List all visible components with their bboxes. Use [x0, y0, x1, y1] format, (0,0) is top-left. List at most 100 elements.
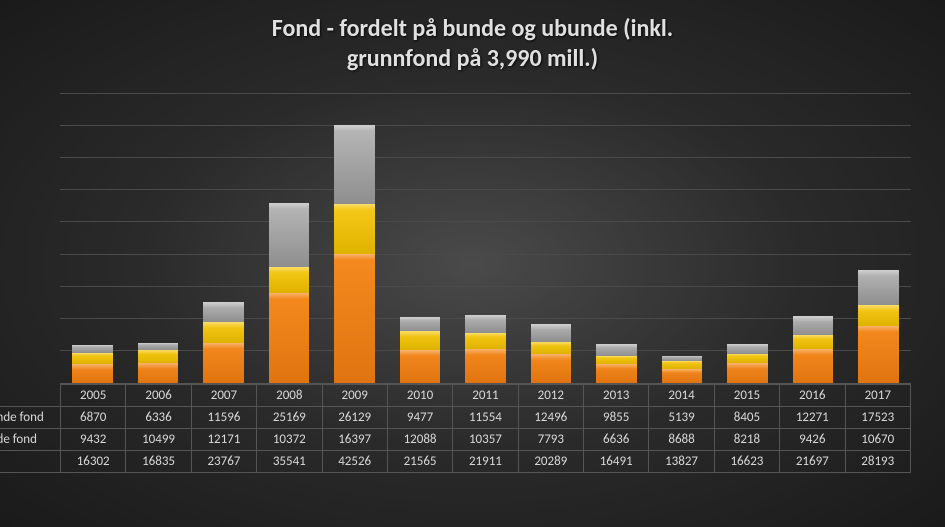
bar-slot: [780, 94, 845, 383]
segment-bunde: [72, 353, 113, 364]
data-cell: 26129: [322, 407, 387, 429]
segment-sum: [334, 254, 375, 383]
segment-ubunde: [72, 345, 113, 353]
data-table: 2005200620072008200920102011201220132014…: [0, 384, 911, 473]
bar-2014: [662, 294, 703, 383]
row-label: bunde fond: [0, 432, 37, 447]
table-header-row: 2005200620072008200920102011201220132014…: [0, 385, 911, 407]
segment-bunde: [662, 361, 703, 370]
table-corner-cell: [0, 385, 61, 407]
bar-slot: [715, 94, 780, 383]
bar-2008: [269, 155, 310, 383]
data-cell: 35541: [257, 451, 322, 473]
data-cell: 9432: [61, 429, 126, 451]
bar-slot: [191, 94, 256, 383]
data-cell: 12496: [518, 407, 583, 429]
segment-sum: [138, 363, 179, 383]
row-header-sum: sum: [0, 451, 61, 473]
segment-bunde: [203, 322, 244, 343]
segment-bunde: [727, 354, 768, 364]
row-header-ubunde: ubunde fond: [0, 407, 61, 429]
segment-bunde: [334, 204, 375, 254]
data-cell: 25169: [257, 407, 322, 429]
segment-ubunde: [400, 317, 441, 332]
segment-ubunde: [465, 315, 506, 333]
segment-ubunde: [531, 324, 572, 342]
chart-plot-area: [60, 94, 911, 384]
bar-2012: [531, 253, 572, 383]
segment-bunde: [269, 267, 310, 293]
bar-2006: [138, 275, 179, 383]
title-line-1: Fond - fordelt på bunde og ubunde (inkl.: [272, 14, 673, 43]
bar-2011: [465, 242, 506, 383]
segment-ubunde: [793, 316, 834, 335]
data-cell: 8218: [714, 429, 779, 451]
bar-2013: [596, 277, 637, 383]
year-header: 2016: [780, 385, 845, 407]
bar-slot: [125, 94, 190, 383]
year-header: 2007: [191, 385, 256, 407]
segment-ubunde: [858, 270, 899, 305]
segment-ubunde: [662, 356, 703, 361]
data-cell: 28193: [845, 451, 911, 473]
data-cell: 17523: [845, 407, 911, 429]
segment-sum: [727, 363, 768, 383]
year-header: 2013: [584, 385, 649, 407]
bar-2009: [334, 110, 375, 383]
data-cell: 21911: [453, 451, 518, 473]
segment-ubunde: [727, 344, 768, 354]
bar-slot: [60, 94, 125, 383]
data-cell: 6336: [126, 407, 191, 429]
segment-sum: [793, 349, 834, 383]
segment-sum: [858, 326, 899, 383]
data-cell: 16491: [584, 451, 649, 473]
year-header: 2014: [649, 385, 714, 407]
data-cell: 16397: [322, 429, 387, 451]
data-cell: 11554: [453, 407, 518, 429]
row-header-bunde: bunde fond: [0, 429, 61, 451]
year-header: 2011: [453, 385, 518, 407]
segment-sum: [269, 293, 310, 383]
segment-bunde: [858, 305, 899, 326]
table-row: bunde fond943210499121711037216397120881…: [0, 429, 911, 451]
bar-2015: [727, 276, 768, 383]
bar-2005: [72, 278, 113, 383]
year-header: 2008: [257, 385, 322, 407]
segment-sum: [400, 350, 441, 383]
year-header: 2006: [126, 385, 191, 407]
data-cell: 6870: [61, 407, 126, 429]
year-header: 2009: [322, 385, 387, 407]
segment-ubunde: [203, 302, 244, 322]
data-cell: 9426: [780, 429, 845, 451]
bar-2007: [203, 230, 244, 383]
segment-bunde: [138, 350, 179, 363]
data-cell: 8405: [714, 407, 779, 429]
row-label: ubunde fond: [0, 410, 44, 425]
data-cell: 42526: [322, 451, 387, 473]
data-cell: 10372: [257, 429, 322, 451]
segment-ubunde: [596, 344, 637, 356]
data-cell: 21565: [387, 451, 452, 473]
bar-2010: [400, 245, 441, 383]
year-header: 2017: [845, 385, 911, 407]
bar-slot: [387, 94, 452, 383]
data-cell: 12271: [780, 407, 845, 429]
data-cell: 12088: [387, 429, 452, 451]
data-cell: 10357: [453, 429, 518, 451]
title-line-2: grunnfond på 3,990 mill.): [347, 44, 598, 73]
segment-ubunde: [269, 203, 310, 267]
data-cell: 16835: [126, 451, 191, 473]
data-cell: 20289: [518, 451, 583, 473]
segment-sum: [531, 354, 572, 383]
data-cell: 16302: [61, 451, 126, 473]
bar-slot: [256, 94, 321, 383]
data-cell: 12171: [191, 429, 256, 451]
data-cell: 5139: [649, 407, 714, 429]
bar-2016: [793, 244, 834, 383]
data-cell: 9855: [584, 407, 649, 429]
segment-sum: [72, 364, 113, 383]
segment-sum: [662, 369, 703, 383]
segment-bunde: [400, 331, 441, 350]
data-cell: 23767: [191, 451, 256, 473]
segment-ubunde: [138, 343, 179, 351]
